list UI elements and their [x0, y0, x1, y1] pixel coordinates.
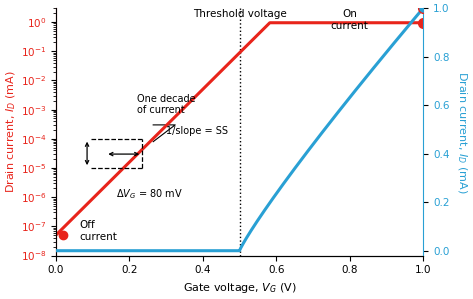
Text: $\Delta V_G$ = 80 mV: $\Delta V_G$ = 80 mV [116, 187, 184, 201]
Y-axis label: Drain current, $I_D$ (mA): Drain current, $I_D$ (mA) [455, 71, 469, 193]
Y-axis label: Drain current, $I_D$ (mA): Drain current, $I_D$ (mA) [4, 71, 18, 193]
Text: Threshold voltage: Threshold voltage [193, 9, 286, 19]
Text: One decade
of current: One decade of current [137, 94, 195, 115]
X-axis label: Gate voltage, $V_G$ (V): Gate voltage, $V_G$ (V) [183, 281, 297, 295]
Text: 1/slope = SS: 1/slope = SS [166, 126, 228, 136]
Text: On
current: On current [331, 9, 368, 30]
Text: Off
current: Off current [80, 220, 118, 242]
